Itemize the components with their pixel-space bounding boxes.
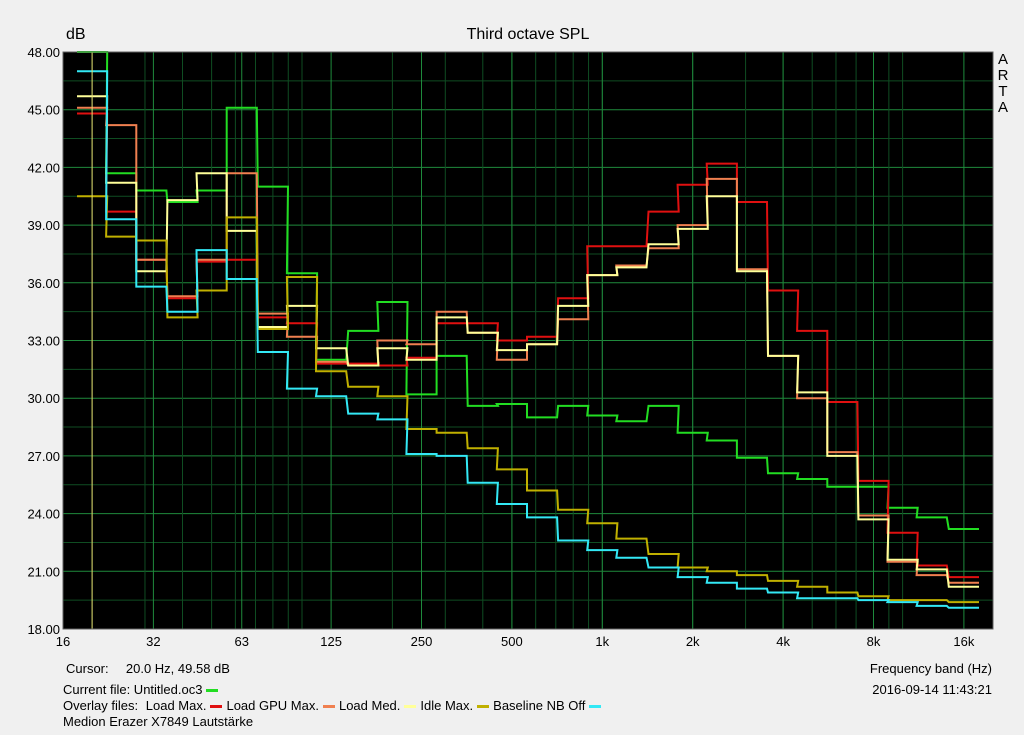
x-tick-label: 4k [776, 634, 790, 649]
legend-swatch [210, 705, 223, 708]
x-tick-label: 250 [411, 634, 433, 649]
legend-swatch [322, 705, 335, 708]
legend-swatch [404, 705, 417, 708]
watermark-letter: A [997, 99, 1008, 116]
device-name: Medion Erazer X7849 Lautstärke [63, 714, 254, 729]
y-tick-label: 48.00 [27, 45, 60, 60]
y-tick-label: 24.00 [27, 507, 60, 522]
y-tick-label: 39.00 [27, 218, 60, 233]
x-tick-label: 2k [686, 634, 700, 649]
current-file: Current file: Untitled.oc3 [63, 682, 219, 697]
overlay-label: Overlay files: [63, 698, 139, 713]
x-tick-label: 1k [595, 634, 609, 649]
legend-swatch [477, 705, 490, 708]
plot-frame [62, 51, 994, 630]
y-tick-label: 30.00 [27, 391, 60, 406]
chart-title: Third octave SPL [466, 26, 590, 43]
legend-label: Load GPU Max. [226, 698, 319, 713]
legend-item: Load Med. [338, 698, 417, 713]
y-tick-labels: 48.00 45.00 42.00 39.00 36.00 33.00 30.00 27.00… [27, 45, 60, 637]
overlay-legend: Overlay files: Load Max. Load GPU Max. Loa… [63, 698, 602, 713]
timestamp: 2016-09-14 11:43:21 [872, 682, 992, 697]
watermark-letter: T [998, 83, 1008, 100]
y-tick-label: 45.00 [27, 103, 60, 118]
legend-label: Baseline NB Off [493, 698, 586, 713]
legend-label: Load Max. [145, 698, 207, 713]
series-group [77, 51, 979, 609]
x-axis-label: Frequency band (Hz) [869, 661, 992, 676]
arta-watermark: A R T A [996, 52, 1010, 116]
legend-swatch [589, 705, 602, 708]
legend-label: Idle Max. [420, 698, 474, 713]
cursor-label: Cursor: [66, 661, 109, 676]
series-line-1 [77, 51, 979, 530]
y-tick-label: 21.00 [27, 564, 60, 579]
y-tick-label: 27.00 [27, 449, 60, 464]
legend-item: Idle Max. [420, 698, 490, 713]
current-file-label: Current file: Untitled.oc3 [63, 682, 203, 697]
x-tick-label: 16k [953, 634, 974, 649]
x-tick-labels: 16 32 63 125 250 500 1k 2k 4k 8k 16k [56, 634, 975, 649]
series-line-6 [77, 70, 979, 609]
watermark-letter: R [997, 67, 1009, 84]
x-tick-label: 16 [56, 634, 70, 649]
current-file-swatch [206, 689, 219, 692]
y-tick-label: 18.00 [27, 622, 60, 637]
series-line-5 [77, 195, 979, 604]
cursor-value: 20.0 Hz, 49.58 dB [125, 661, 230, 676]
x-tick-label: 125 [320, 634, 342, 649]
legend-item: Load GPU Max. [226, 698, 335, 713]
watermark-letter: A [997, 51, 1008, 68]
y-tick-label: 33.00 [27, 334, 60, 349]
x-tick-label: 63 [235, 634, 249, 649]
y-axis-label: dB [66, 26, 86, 43]
legend-item: Load Max. [146, 698, 223, 713]
y-tick-label: 42.00 [27, 160, 60, 175]
legend-item: Baseline NB Off [493, 698, 602, 713]
cursor-readout: Cursor: 20.0 Hz, 49.58 dB [66, 661, 230, 676]
legend-label: Load Med. [338, 698, 401, 713]
x-tick-label: 8k [867, 634, 881, 649]
y-tick-label: 36.00 [27, 276, 60, 291]
x-tick-label: 32 [146, 634, 160, 649]
x-tick-label: 500 [501, 634, 523, 649]
current-file-entry: Current file: Untitled.oc3 [63, 682, 219, 697]
